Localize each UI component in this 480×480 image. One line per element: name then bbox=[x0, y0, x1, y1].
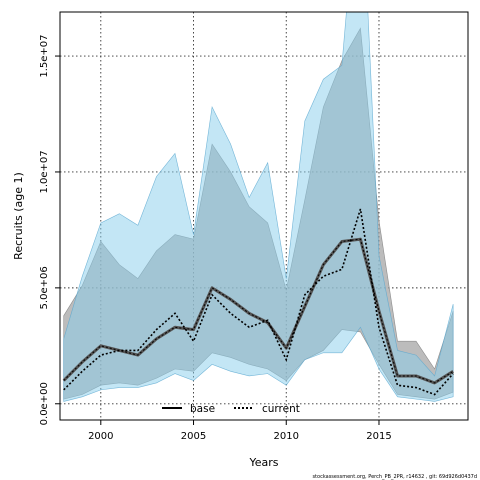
y-tick-label-1: 5.0e+06 bbox=[39, 266, 50, 309]
line-base bbox=[63, 238, 454, 384]
confidence-bands bbox=[63, 12, 454, 402]
footnote: stockassessment.org, Perch_PB_2PR, r1463… bbox=[312, 474, 477, 480]
y-tick-label-2: 1.0e+07 bbox=[39, 150, 50, 193]
x-tick-label-2000: 2000 bbox=[88, 431, 113, 442]
legend: base current bbox=[162, 403, 300, 415]
x-tick-label-2010: 2010 bbox=[274, 431, 299, 442]
x-axis: 2000 2005 2010 2015 bbox=[88, 420, 392, 442]
band-current bbox=[63, 12, 454, 402]
y-axis: 0.0e+00 5.0e+06 1.0e+07 1.5e+07 bbox=[39, 34, 60, 425]
x-tick-label-2005: 2005 bbox=[181, 431, 206, 442]
y-tick-label-0: 0.0e+00 bbox=[39, 382, 50, 425]
plot-frame bbox=[59, 11, 469, 421]
y-tick-label-3: 1.5e+07 bbox=[39, 34, 50, 77]
x-tick-label-2015: 2015 bbox=[366, 431, 391, 442]
legend-label-current: current bbox=[262, 403, 300, 415]
x-axis-title: Years bbox=[248, 456, 278, 469]
y-axis-title: Recruits (age 1) bbox=[12, 172, 25, 260]
series-lines bbox=[62, 208, 454, 396]
legend-label-base: base bbox=[190, 403, 215, 415]
